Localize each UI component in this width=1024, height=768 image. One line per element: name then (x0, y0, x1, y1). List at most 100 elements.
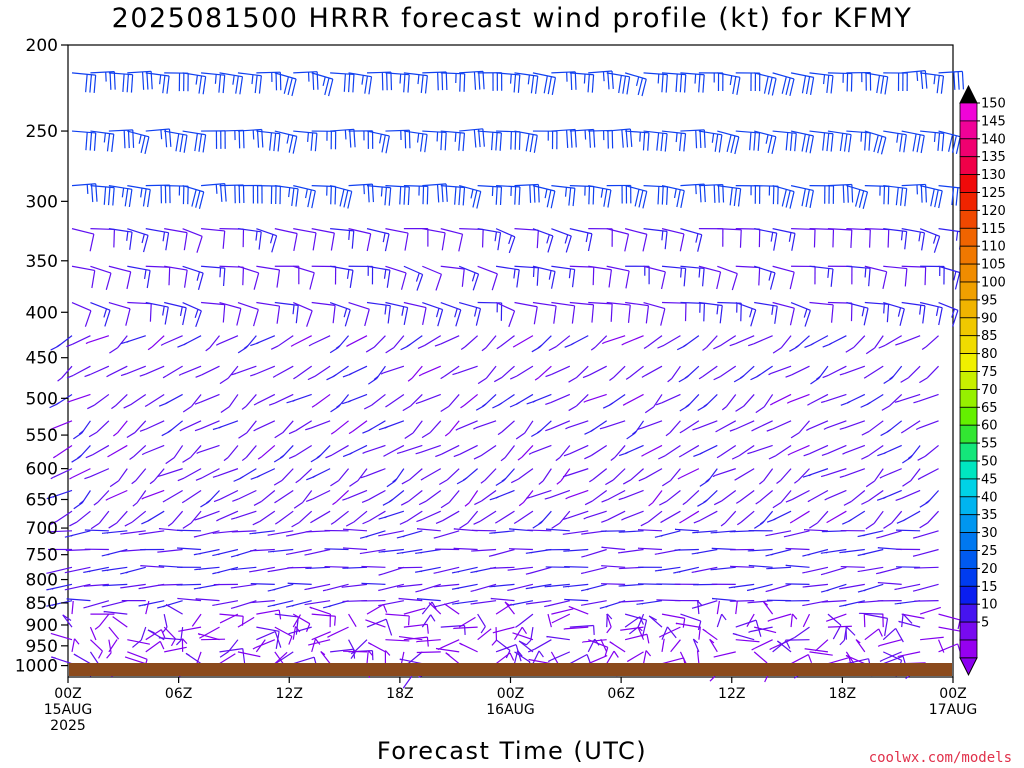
wind-barb (692, 530, 718, 534)
wind-barb (713, 651, 736, 658)
wind-barb (735, 301, 757, 327)
colorbar-segment (959, 102, 978, 122)
wind-barb (583, 393, 607, 403)
wind-barb (551, 301, 576, 324)
y-tick-label: 300 (26, 192, 58, 212)
wind-barb (108, 72, 134, 93)
wind-barb (108, 185, 133, 208)
x-tick-label: 12Z (718, 686, 745, 702)
colorbar-tick-label: 105 (981, 258, 1006, 273)
wind-barb (422, 130, 447, 151)
wind-barb (883, 130, 907, 153)
wind-barb (195, 365, 220, 378)
x-tick-label: 2025 (50, 718, 86, 734)
wind-barb (415, 583, 441, 593)
wind-barb (295, 468, 313, 484)
wind-barb (495, 228, 516, 254)
wind-barb (477, 228, 502, 251)
wind-barb (403, 301, 427, 325)
wind-barb (307, 365, 331, 381)
x-tick-label: 17AUG (929, 702, 978, 718)
colorbar-segment (959, 174, 978, 193)
wind-barb (330, 72, 355, 93)
colorbar-segment (959, 603, 978, 623)
wind-barb (305, 489, 331, 503)
wind-barb (403, 130, 428, 153)
wind-barb (493, 365, 515, 383)
wind-barb (488, 548, 515, 557)
wind-barb (459, 70, 485, 90)
wind-barb (883, 510, 903, 529)
wind-barb (601, 583, 626, 585)
wind-barb (877, 444, 902, 457)
wind-barb (407, 365, 423, 382)
wind-barb (514, 228, 539, 249)
wind-barb (827, 228, 853, 248)
wind-barb (274, 420, 294, 439)
wind-barb (748, 530, 773, 532)
wind-barb (477, 130, 502, 151)
wind-barb (716, 444, 737, 459)
wind-barb (641, 444, 663, 457)
wind-barb (785, 547, 810, 551)
wind-barb (453, 444, 478, 458)
wind-barb (71, 445, 91, 463)
wind-barb (747, 335, 773, 347)
wind-barb (64, 566, 91, 574)
wind-barb (845, 626, 856, 640)
wind-barb (766, 420, 792, 432)
wind-barb (674, 528, 699, 532)
wind-barb (164, 130, 188, 153)
wind-barb (787, 444, 810, 456)
credit-text[interactable]: coolwx.com/models (869, 750, 1012, 766)
wind-barb (103, 610, 128, 615)
y-tick-label: 600 (26, 460, 58, 480)
colorbar-segment (959, 281, 978, 301)
wind-barb (253, 420, 276, 432)
wind-barb (66, 365, 91, 379)
wind-barb (434, 335, 460, 347)
wind-barb (879, 468, 902, 479)
wind-barb (157, 600, 183, 609)
wind-barb (846, 228, 871, 248)
colorbar-tick-label: 70 (981, 383, 998, 398)
wind-barb (360, 468, 386, 479)
wind-barb (238, 420, 257, 439)
wind-barb (267, 530, 294, 536)
wind-barb (182, 394, 202, 413)
wind-barb (252, 639, 276, 650)
wind-barb (754, 510, 774, 529)
wind-barb (416, 598, 441, 602)
wind-barb (661, 228, 685, 252)
chart-title: 2025081500 HRRR forecast wind profile (k… (112, 3, 913, 34)
wind-barb (415, 548, 441, 554)
wind-barb (349, 468, 368, 487)
wind-barb (919, 228, 941, 253)
wind-barb (311, 72, 334, 97)
wind-barb (496, 130, 521, 150)
wind-barb (515, 420, 534, 440)
wind-barb (490, 597, 515, 602)
wind-barb (735, 639, 760, 643)
wind-barb (90, 130, 115, 152)
wind-barb (626, 651, 644, 663)
wind-barb (601, 565, 626, 568)
wind-barb (385, 613, 410, 626)
wind-barb (268, 393, 294, 406)
wind-barb (804, 648, 829, 653)
wind-barb (177, 566, 202, 568)
wind-barb (820, 583, 847, 593)
wind-barb (495, 468, 515, 487)
wind-barb (378, 530, 404, 537)
wind-barb (286, 600, 312, 608)
wind-barb (790, 185, 814, 208)
colorbar-segment (959, 514, 978, 534)
wind-barb (655, 393, 681, 406)
wind-barb (606, 301, 631, 323)
wind-barb (440, 130, 466, 152)
wind-barb (362, 444, 386, 454)
wind-barb (846, 301, 869, 326)
wind-barb (71, 638, 80, 652)
wind-barb (897, 651, 921, 658)
wind-barb (824, 489, 847, 501)
